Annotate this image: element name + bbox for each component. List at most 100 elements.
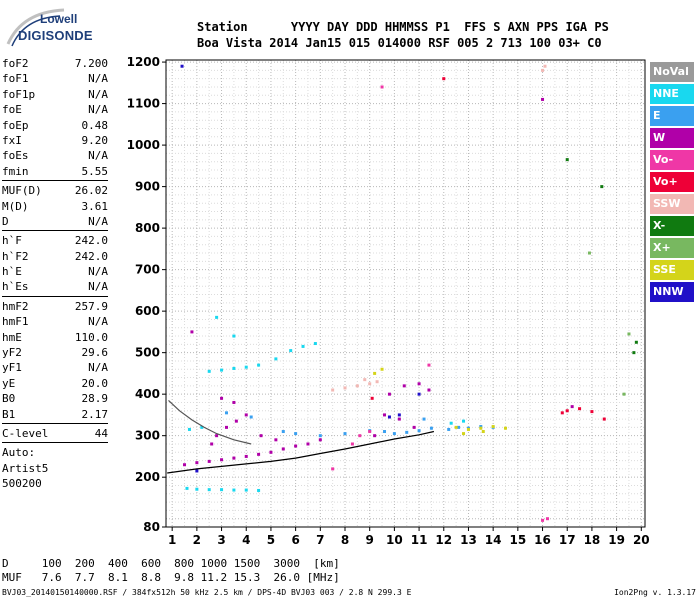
param-label: foF1 (2, 72, 29, 86)
param-label: h`E (2, 265, 22, 279)
data-point (442, 77, 446, 81)
data-point (220, 368, 224, 372)
data-point (220, 458, 224, 462)
data-point (257, 488, 261, 492)
table-row-muf: MUF 7.6 7.7 8.1 8.8 9.8 11.2 15.3 26.0 [… (2, 571, 340, 584)
param-label: foEs (2, 149, 29, 163)
param-value: 242.0 (74, 249, 108, 263)
data-point (380, 367, 384, 371)
param-value: 257.9 (74, 299, 108, 313)
data-point (220, 488, 224, 492)
data-point (331, 388, 335, 392)
data-point (541, 68, 545, 72)
x-tick-label: 10 (386, 533, 403, 547)
data-point (249, 415, 253, 419)
param-value: 7.200 (74, 57, 108, 70)
param-value: 2.17 (81, 407, 109, 421)
param-value: N/A (88, 265, 108, 279)
param-value: 3.61 (81, 199, 109, 213)
param-label: foE (2, 103, 22, 117)
y-tick-label: 400 (135, 387, 160, 401)
x-tick-label: 3 (217, 533, 225, 547)
param-label: h`F (2, 234, 22, 248)
data-point (560, 411, 564, 415)
param-label: foF1p (2, 87, 36, 101)
data-point (343, 432, 347, 436)
data-point (412, 425, 416, 429)
data-point (294, 444, 298, 448)
param-value: N/A (88, 87, 108, 101)
param-label: fxI (2, 133, 22, 147)
param-value: 5.55 (81, 164, 109, 178)
logo-swoosh-icon (6, 8, 65, 47)
polarization-legend: NoVal NNE E W Vo- Vo+ SSW X- X+ SSE NNW (650, 62, 694, 304)
logo-line2: DIGISONDE (18, 28, 93, 43)
data-point (355, 384, 359, 388)
x-tick-label: 15 (509, 533, 526, 547)
legend-item-e: E (650, 106, 694, 126)
data-point (306, 442, 310, 446)
data-point (301, 344, 305, 348)
param-value: 26.02 (74, 184, 108, 198)
data-point (358, 434, 362, 438)
header-row-values: Boa Vista 2014 Jan15 015 014000 RSF 005 … (197, 36, 602, 50)
param-label: h`Es (2, 280, 29, 294)
legend-item-nnw: NNW (650, 282, 694, 302)
data-point (565, 409, 569, 413)
data-point (232, 456, 236, 460)
param-row-hf: h`F 242.0 (2, 233, 108, 248)
data-point (422, 417, 426, 421)
data-point (417, 429, 421, 433)
x-tick-label: 8 (341, 533, 349, 547)
table-row-d: D 100 200 400 600 800 1000 1500 3000 [km… (2, 557, 340, 570)
x-tick-label: 12 (435, 533, 452, 547)
data-point (600, 185, 604, 189)
data-point (565, 158, 569, 162)
param-row-hme: hmE 110.0 (2, 330, 108, 345)
data-point (417, 382, 421, 386)
data-point (632, 351, 636, 355)
data-point (363, 378, 367, 382)
data-point (543, 64, 547, 68)
data-point (578, 407, 582, 411)
param-value: 44 (94, 426, 108, 440)
legend-item-nne: NNE (650, 84, 694, 104)
param-value: N/A (88, 72, 108, 86)
data-point (481, 430, 485, 434)
data-point (417, 392, 421, 396)
x-tick-label: 13 (460, 533, 477, 547)
data-point (257, 363, 261, 367)
param-row-fof1p: foF1p N/A (2, 87, 108, 102)
param-label: fmin (2, 164, 29, 178)
data-point (343, 386, 347, 390)
param-row-yf1: yF1 N/A (2, 360, 108, 375)
param-value: 9.20 (81, 133, 109, 147)
param-divider (2, 422, 108, 424)
y-tick-label: 500 (135, 346, 160, 360)
data-point (195, 461, 199, 465)
data-point (195, 487, 199, 491)
legend-item-vo: Vo+ (650, 172, 694, 192)
param-row-mufd: MUF(D) 26.02 (2, 183, 108, 198)
param-label: h`F2 (2, 249, 29, 263)
param-label: B1 (2, 407, 16, 421)
data-point (180, 64, 184, 68)
data-point (313, 342, 317, 346)
param-divider (2, 230, 108, 232)
param-label: yF1 (2, 361, 22, 375)
data-point (259, 434, 263, 438)
x-tick-label: 2 (193, 533, 201, 547)
data-point (392, 432, 396, 436)
data-point (602, 417, 606, 421)
data-point (402, 384, 406, 388)
data-point (244, 365, 248, 369)
data-point (195, 469, 199, 473)
param-row-ye: yE 20.0 (2, 376, 108, 391)
x-tick-label: 1 (168, 533, 176, 547)
param-row-hf2: h`F2 242.0 (2, 249, 108, 264)
legend-item-x: X+ (650, 238, 694, 258)
param-value: N/A (88, 214, 108, 228)
param-value: N/A (88, 103, 108, 117)
data-point (318, 434, 322, 438)
legend-item-noval: NoVal (650, 62, 694, 82)
